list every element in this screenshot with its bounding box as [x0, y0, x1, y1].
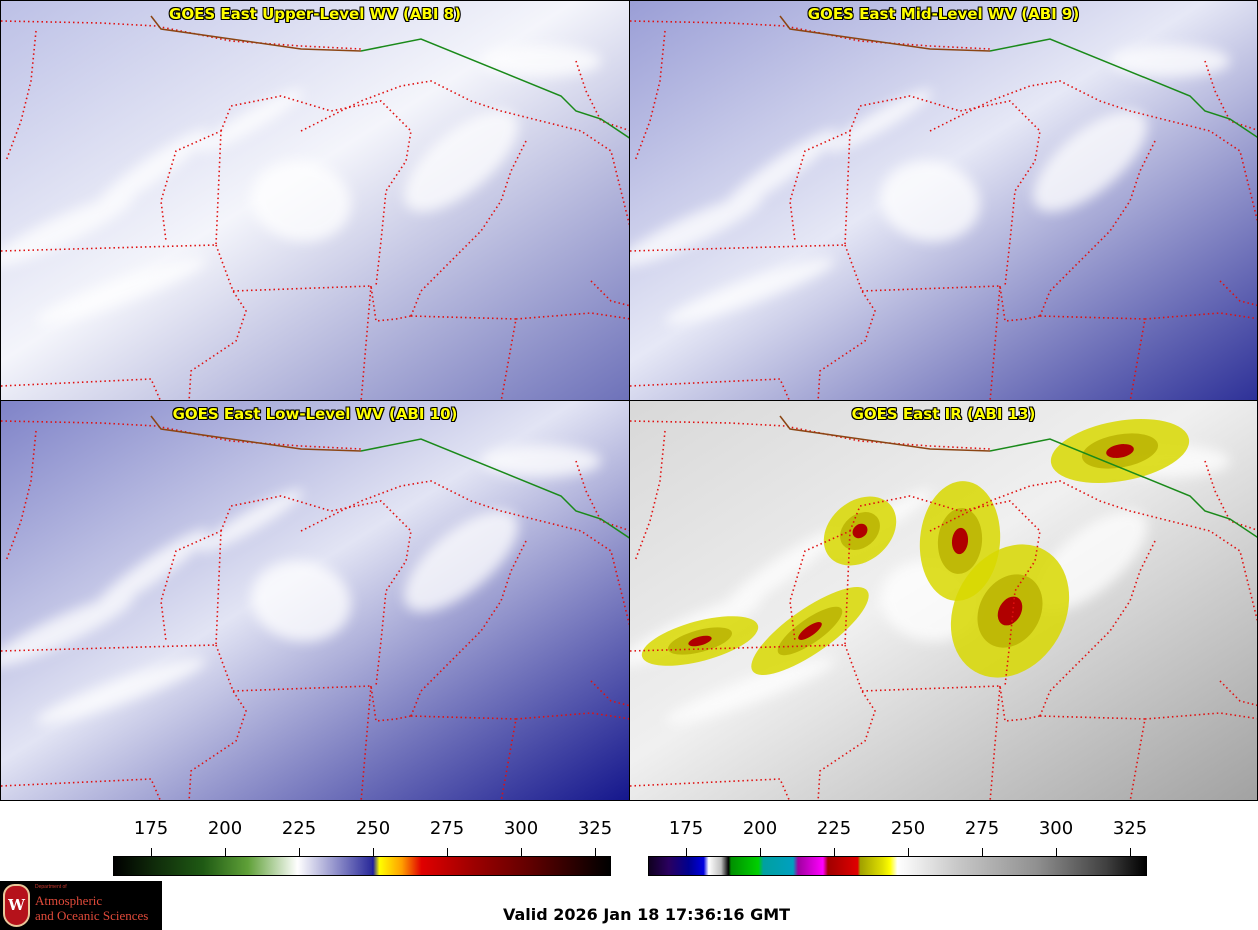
colorbar-gradient: [113, 856, 611, 876]
tick-label: 300: [1038, 818, 1074, 839]
colorbar-wv: 175 200 225 250 275 300 325: [113, 818, 613, 878]
panel-ir: GOES East IR (ABI 13): [629, 400, 1258, 801]
tick-label: 275: [429, 818, 465, 839]
tick-label: 225: [281, 818, 317, 839]
satellite-image: [630, 1, 1257, 400]
panel-upper-level-wv: GOES East Upper-Level WV (ABI 8): [0, 0, 630, 401]
aos-logo: W Department of Atmospheric and Oceanic …: [0, 881, 162, 930]
tick-label: 200: [207, 818, 243, 839]
panel-title: GOES East Low-Level WV (ABI 10): [172, 405, 458, 423]
uw-crest-icon: W: [3, 884, 30, 927]
satellite-image: [630, 401, 1257, 800]
satellite-image: [1, 1, 629, 400]
tick-label: 275: [964, 818, 1000, 839]
tick-label: 250: [890, 818, 926, 839]
panel-mid-level-wv: GOES East Mid-Level WV (ABI 9): [629, 0, 1258, 401]
valid-time-label: Valid 2026 Jan 18 17:36:16 GMT: [502, 905, 791, 924]
colorbar-ir: 175 200 225 250 275 300 325: [648, 818, 1147, 878]
tick-label: 175: [133, 818, 169, 839]
satellite-image: [1, 401, 629, 800]
panel-title: GOES East Mid-Level WV (ABI 9): [807, 5, 1080, 23]
tick-label: 300: [503, 818, 539, 839]
tick-label: 175: [668, 818, 704, 839]
tick-label: 250: [355, 818, 391, 839]
panel-title: GOES East IR (ABI 13): [851, 405, 1036, 423]
panel-title: GOES East Upper-Level WV (ABI 8): [169, 5, 461, 23]
colorbar-gradient: [648, 856, 1147, 876]
tick-label: 325: [1112, 818, 1148, 839]
tick-label: 225: [816, 818, 852, 839]
logo-line-1: Atmospheric: [35, 893, 103, 908]
panel-low-level-wv: GOES East Low-Level WV (ABI 10): [0, 400, 630, 801]
tick-label: 200: [742, 818, 778, 839]
logo-line-2: and Oceanic Sciences: [35, 908, 149, 923]
tick-label: 325: [577, 818, 613, 839]
logo-dept-text: Department of: [35, 884, 67, 890]
